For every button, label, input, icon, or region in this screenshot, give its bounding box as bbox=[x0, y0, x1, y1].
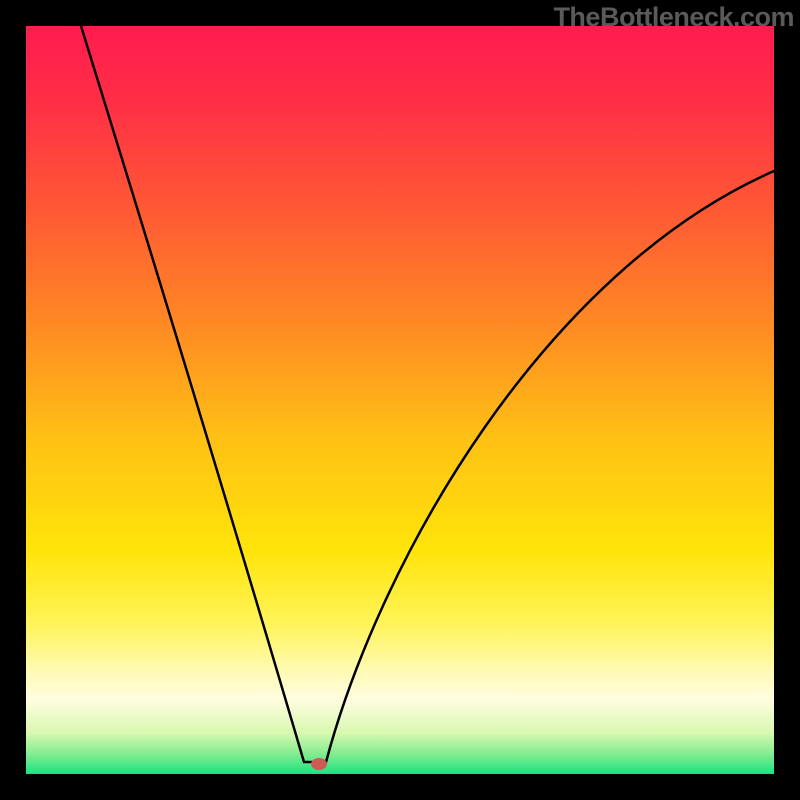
plot-background bbox=[26, 26, 774, 774]
bottleneck-curve-chart bbox=[0, 0, 800, 800]
optimum-marker bbox=[311, 758, 327, 770]
chart-container: TheBottleneck.com bbox=[0, 0, 800, 800]
